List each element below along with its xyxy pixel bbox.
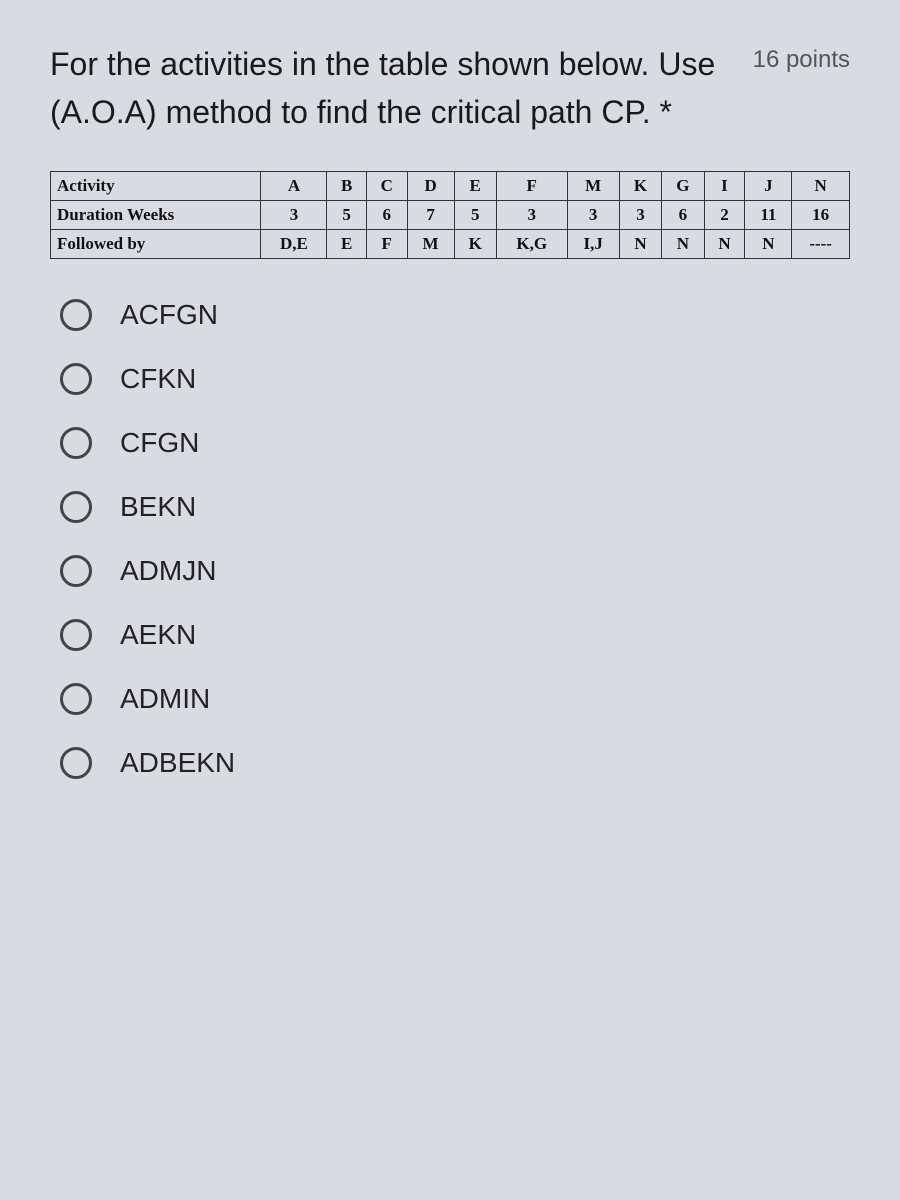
- options-list: ACFGN CFKN CFGN BEKN ADMJN AEKN ADMIN AD…: [50, 299, 850, 779]
- cell: E: [454, 172, 496, 201]
- option-item[interactable]: ACFGN: [50, 299, 850, 331]
- cell: ----: [792, 230, 850, 259]
- option-item[interactable]: ADMJN: [50, 555, 850, 587]
- option-item[interactable]: ADMIN: [50, 683, 850, 715]
- cell: 5: [454, 201, 496, 230]
- cell: K,G: [496, 230, 567, 259]
- points-label: 16 points: [753, 46, 850, 74]
- cell: 3: [567, 201, 619, 230]
- radio-icon[interactable]: [60, 491, 92, 523]
- cell: K: [454, 230, 496, 259]
- option-label: BEKN: [120, 491, 196, 523]
- option-label: AEKN: [120, 619, 196, 651]
- option-item[interactable]: ADBEKN: [50, 747, 850, 779]
- cell: 3: [496, 201, 567, 230]
- cell: E: [327, 230, 366, 259]
- cell: D,E: [261, 230, 327, 259]
- cell: 16: [792, 201, 850, 230]
- table-row: Activity A B C D E F M K G I J N: [51, 172, 850, 201]
- cell: 3: [261, 201, 327, 230]
- option-item[interactable]: BEKN: [50, 491, 850, 523]
- cell: I: [704, 172, 745, 201]
- row-label: Activity: [51, 172, 261, 201]
- cell: 5: [327, 201, 366, 230]
- option-label: ADMJN: [120, 555, 216, 587]
- cell: J: [745, 172, 792, 201]
- cell: G: [662, 172, 704, 201]
- table-row: Followed by D,E E F M K K,G I,J N N N N …: [51, 230, 850, 259]
- radio-icon[interactable]: [60, 619, 92, 651]
- cell: A: [261, 172, 327, 201]
- question-header: For the activities in the table shown be…: [50, 40, 850, 136]
- option-item[interactable]: CFGN: [50, 427, 850, 459]
- cell: 7: [407, 201, 454, 230]
- row-label: Duration Weeks: [51, 201, 261, 230]
- radio-icon[interactable]: [60, 427, 92, 459]
- cell: C: [366, 172, 407, 201]
- row-label: Followed by: [51, 230, 261, 259]
- radio-icon[interactable]: [60, 683, 92, 715]
- cell: N: [662, 230, 704, 259]
- option-label: ADMIN: [120, 683, 210, 715]
- cell: B: [327, 172, 366, 201]
- cell: K: [619, 172, 661, 201]
- cell: F: [496, 172, 567, 201]
- cell: N: [745, 230, 792, 259]
- radio-icon[interactable]: [60, 299, 92, 331]
- cell: M: [407, 230, 454, 259]
- option-label: ACFGN: [120, 299, 218, 331]
- option-label: CFKN: [120, 363, 196, 395]
- radio-icon[interactable]: [60, 555, 92, 587]
- cell: 6: [662, 201, 704, 230]
- activity-table: Activity A B C D E F M K G I J N Duratio…: [50, 171, 850, 259]
- option-item[interactable]: AEKN: [50, 619, 850, 651]
- radio-icon[interactable]: [60, 363, 92, 395]
- option-item[interactable]: CFKN: [50, 363, 850, 395]
- cell: 11: [745, 201, 792, 230]
- cell: N: [619, 230, 661, 259]
- option-label: CFGN: [120, 427, 199, 459]
- cell: 6: [366, 201, 407, 230]
- cell: M: [567, 172, 619, 201]
- cell: D: [407, 172, 454, 201]
- table-row: Duration Weeks 3 5 6 7 5 3 3 3 6 2 11 16: [51, 201, 850, 230]
- cell: I,J: [567, 230, 619, 259]
- cell: 3: [619, 201, 661, 230]
- radio-icon[interactable]: [60, 747, 92, 779]
- question-text: For the activities in the table shown be…: [50, 40, 753, 136]
- option-label: ADBEKN: [120, 747, 235, 779]
- cell: 2: [704, 201, 745, 230]
- cell: N: [792, 172, 850, 201]
- cell: F: [366, 230, 407, 259]
- cell: N: [704, 230, 745, 259]
